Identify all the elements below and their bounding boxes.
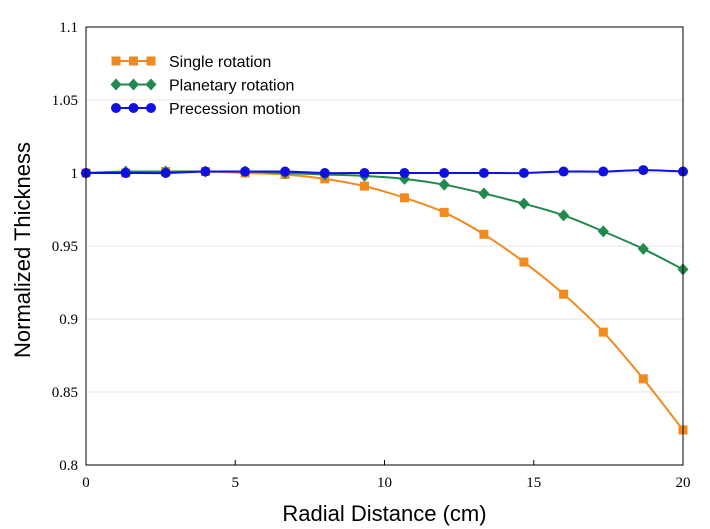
y-tick-label: 0.9: [59, 312, 78, 328]
data-point-planetary-rotation: [597, 225, 609, 238]
data-point-planetary-rotation: [438, 178, 450, 191]
legend-marker: [111, 56, 121, 66]
data-point-single-rotation: [598, 327, 608, 337]
legend-marker: [129, 56, 138, 66]
legend-marker: [110, 78, 122, 91]
data-point-planetary-rotation: [558, 209, 570, 222]
legend-item-planetary-rotation: Planetary rotation: [110, 78, 294, 95]
data-point-precession-motion: [638, 165, 649, 176]
legend-marker: [128, 78, 139, 91]
data-point-planetary-rotation: [478, 187, 490, 200]
legend-marker: [146, 103, 156, 113]
data-point-precession-motion: [319, 168, 330, 178]
data-point-single-rotation: [360, 181, 370, 191]
legend-label: Precession motion: [169, 101, 301, 118]
legend-label: Planetary rotation: [169, 78, 294, 95]
y-tick-label: 0.85: [52, 385, 78, 401]
y-axis-title: Normalized Thickness: [10, 142, 35, 358]
ticks: 0.8 0.85 0.9 0.95 1 1.05 1.1 0 5 10 15 20: [52, 20, 691, 491]
x-tick-label: 15: [526, 475, 541, 491]
data-point-planetary-rotation: [637, 242, 649, 255]
data-point-precession-motion: [478, 168, 489, 178]
data-point-precession-motion: [120, 168, 131, 178]
data-point-precession-motion: [518, 168, 529, 178]
series-group: [80, 165, 689, 435]
data-point-precession-motion: [240, 166, 251, 177]
legend-marker: [111, 103, 121, 113]
data-point-single-rotation: [479, 229, 489, 239]
x-tick-label: 20: [676, 475, 691, 491]
data-point-single-rotation: [559, 289, 569, 299]
series-line-single-rotation: [85, 170, 684, 431]
y-tick-label: 0.8: [59, 458, 78, 474]
legend-item-single-rotation: Single rotation: [111, 54, 271, 71]
data-point-single-rotation: [439, 207, 449, 217]
legend-label: Single rotation: [169, 54, 271, 71]
y-tick-label: 1.1: [59, 20, 78, 36]
legend-item-precession-motion: Precession motion: [111, 101, 301, 118]
legend-marker: [145, 78, 157, 91]
legend-marker: [146, 56, 156, 66]
x-tick-label: 5: [232, 475, 240, 491]
x-axis-title: Radial Distance (cm): [282, 501, 486, 526]
y-tick-label: 0.95: [52, 239, 78, 255]
series-single-rotation: [81, 167, 688, 435]
x-tick-label: 0: [82, 475, 90, 491]
legend-marker: [128, 103, 139, 113]
data-point-precession-motion: [200, 166, 211, 177]
data-point-precession-motion: [598, 166, 609, 177]
series-line-planetary-rotation: [85, 170, 684, 271]
data-point-single-rotation: [399, 193, 409, 203]
series-line-precession-motion: [86, 169, 684, 175]
data-point-planetary-rotation: [518, 197, 530, 210]
data-point-precession-motion: [160, 168, 171, 178]
data-point-precession-motion: [558, 166, 569, 177]
series-planetary-rotation: [80, 165, 689, 276]
data-point-single-rotation: [519, 257, 529, 267]
data-point-precession-motion: [280, 166, 291, 177]
data-point-precession-motion: [439, 168, 450, 178]
grid: [86, 99, 683, 393]
y-tick-label: 1.05: [52, 93, 78, 109]
data-point-precession-motion: [399, 168, 410, 178]
y-tick-label: 1: [71, 166, 79, 182]
legend: Single rotation Planetary rotation Precess…: [110, 54, 301, 118]
data-point-precession-motion: [359, 168, 370, 178]
data-point-single-rotation: [638, 374, 648, 384]
x-tick-label: 10: [377, 475, 392, 491]
